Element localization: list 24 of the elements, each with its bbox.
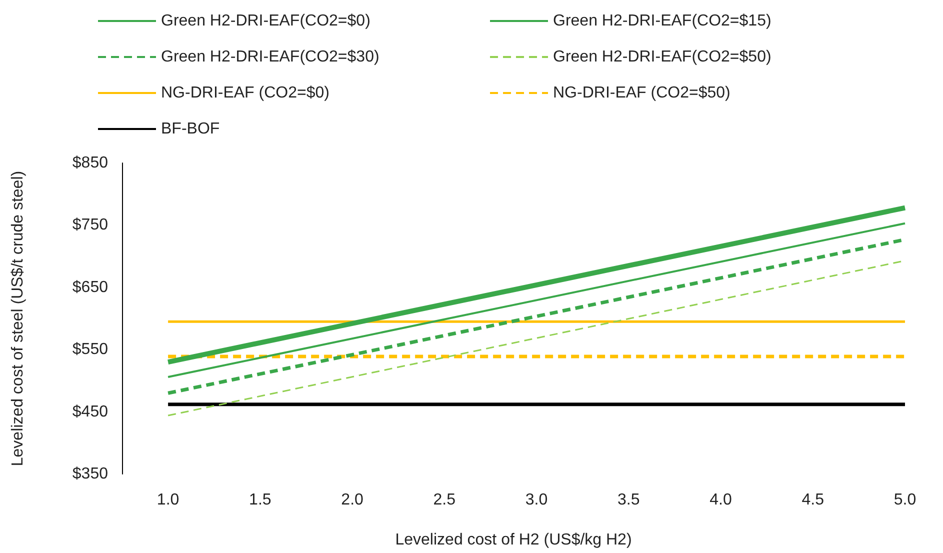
legend-label: Green H2-DRI-EAF(CO2=$0) — [161, 12, 370, 30]
y-tick-label: $650 — [72, 278, 108, 296]
x-tick-label: 4.5 — [802, 492, 824, 508]
y-tick-label: $550 — [72, 341, 108, 358]
x-tick-label: 1.5 — [249, 492, 272, 508]
x-tick-label: 3.5 — [618, 492, 640, 508]
y-tick-label: $850 — [72, 154, 108, 172]
y-tick-label: $350 — [72, 466, 108, 482]
x-tick-label: 2.5 — [433, 492, 456, 508]
x-tick-label: 4.0 — [710, 492, 732, 508]
y-tick-label: $750 — [72, 216, 108, 234]
y-tick-label: $450 — [72, 403, 108, 420]
x-axis-title: Levelized cost of H2 (US$/kg H2) — [395, 532, 632, 548]
y-axis-title: Levelized cost of steel (US$/t crude steel) — [10, 170, 26, 466]
legend-label: NG-DRI-EAF (CO2=$0) — [161, 84, 330, 102]
x-tick-label: 2.0 — [341, 492, 364, 508]
legend-label: BF-BOF — [161, 120, 220, 138]
legend-label: Green H2-DRI-EAF(CO2=$50) — [553, 48, 772, 66]
x-tick-label: 5.0 — [894, 492, 916, 508]
legend-label: Green H2-DRI-EAF(CO2=$15) — [553, 12, 772, 30]
legend-label: Green H2-DRI-EAF(CO2=$30) — [161, 48, 380, 66]
x-tick-label: 1.0 — [156, 492, 180, 508]
legend-label: NG-DRI-EAF (CO2=$50) — [553, 84, 730, 102]
x-tick-label: 3.0 — [525, 492, 548, 508]
